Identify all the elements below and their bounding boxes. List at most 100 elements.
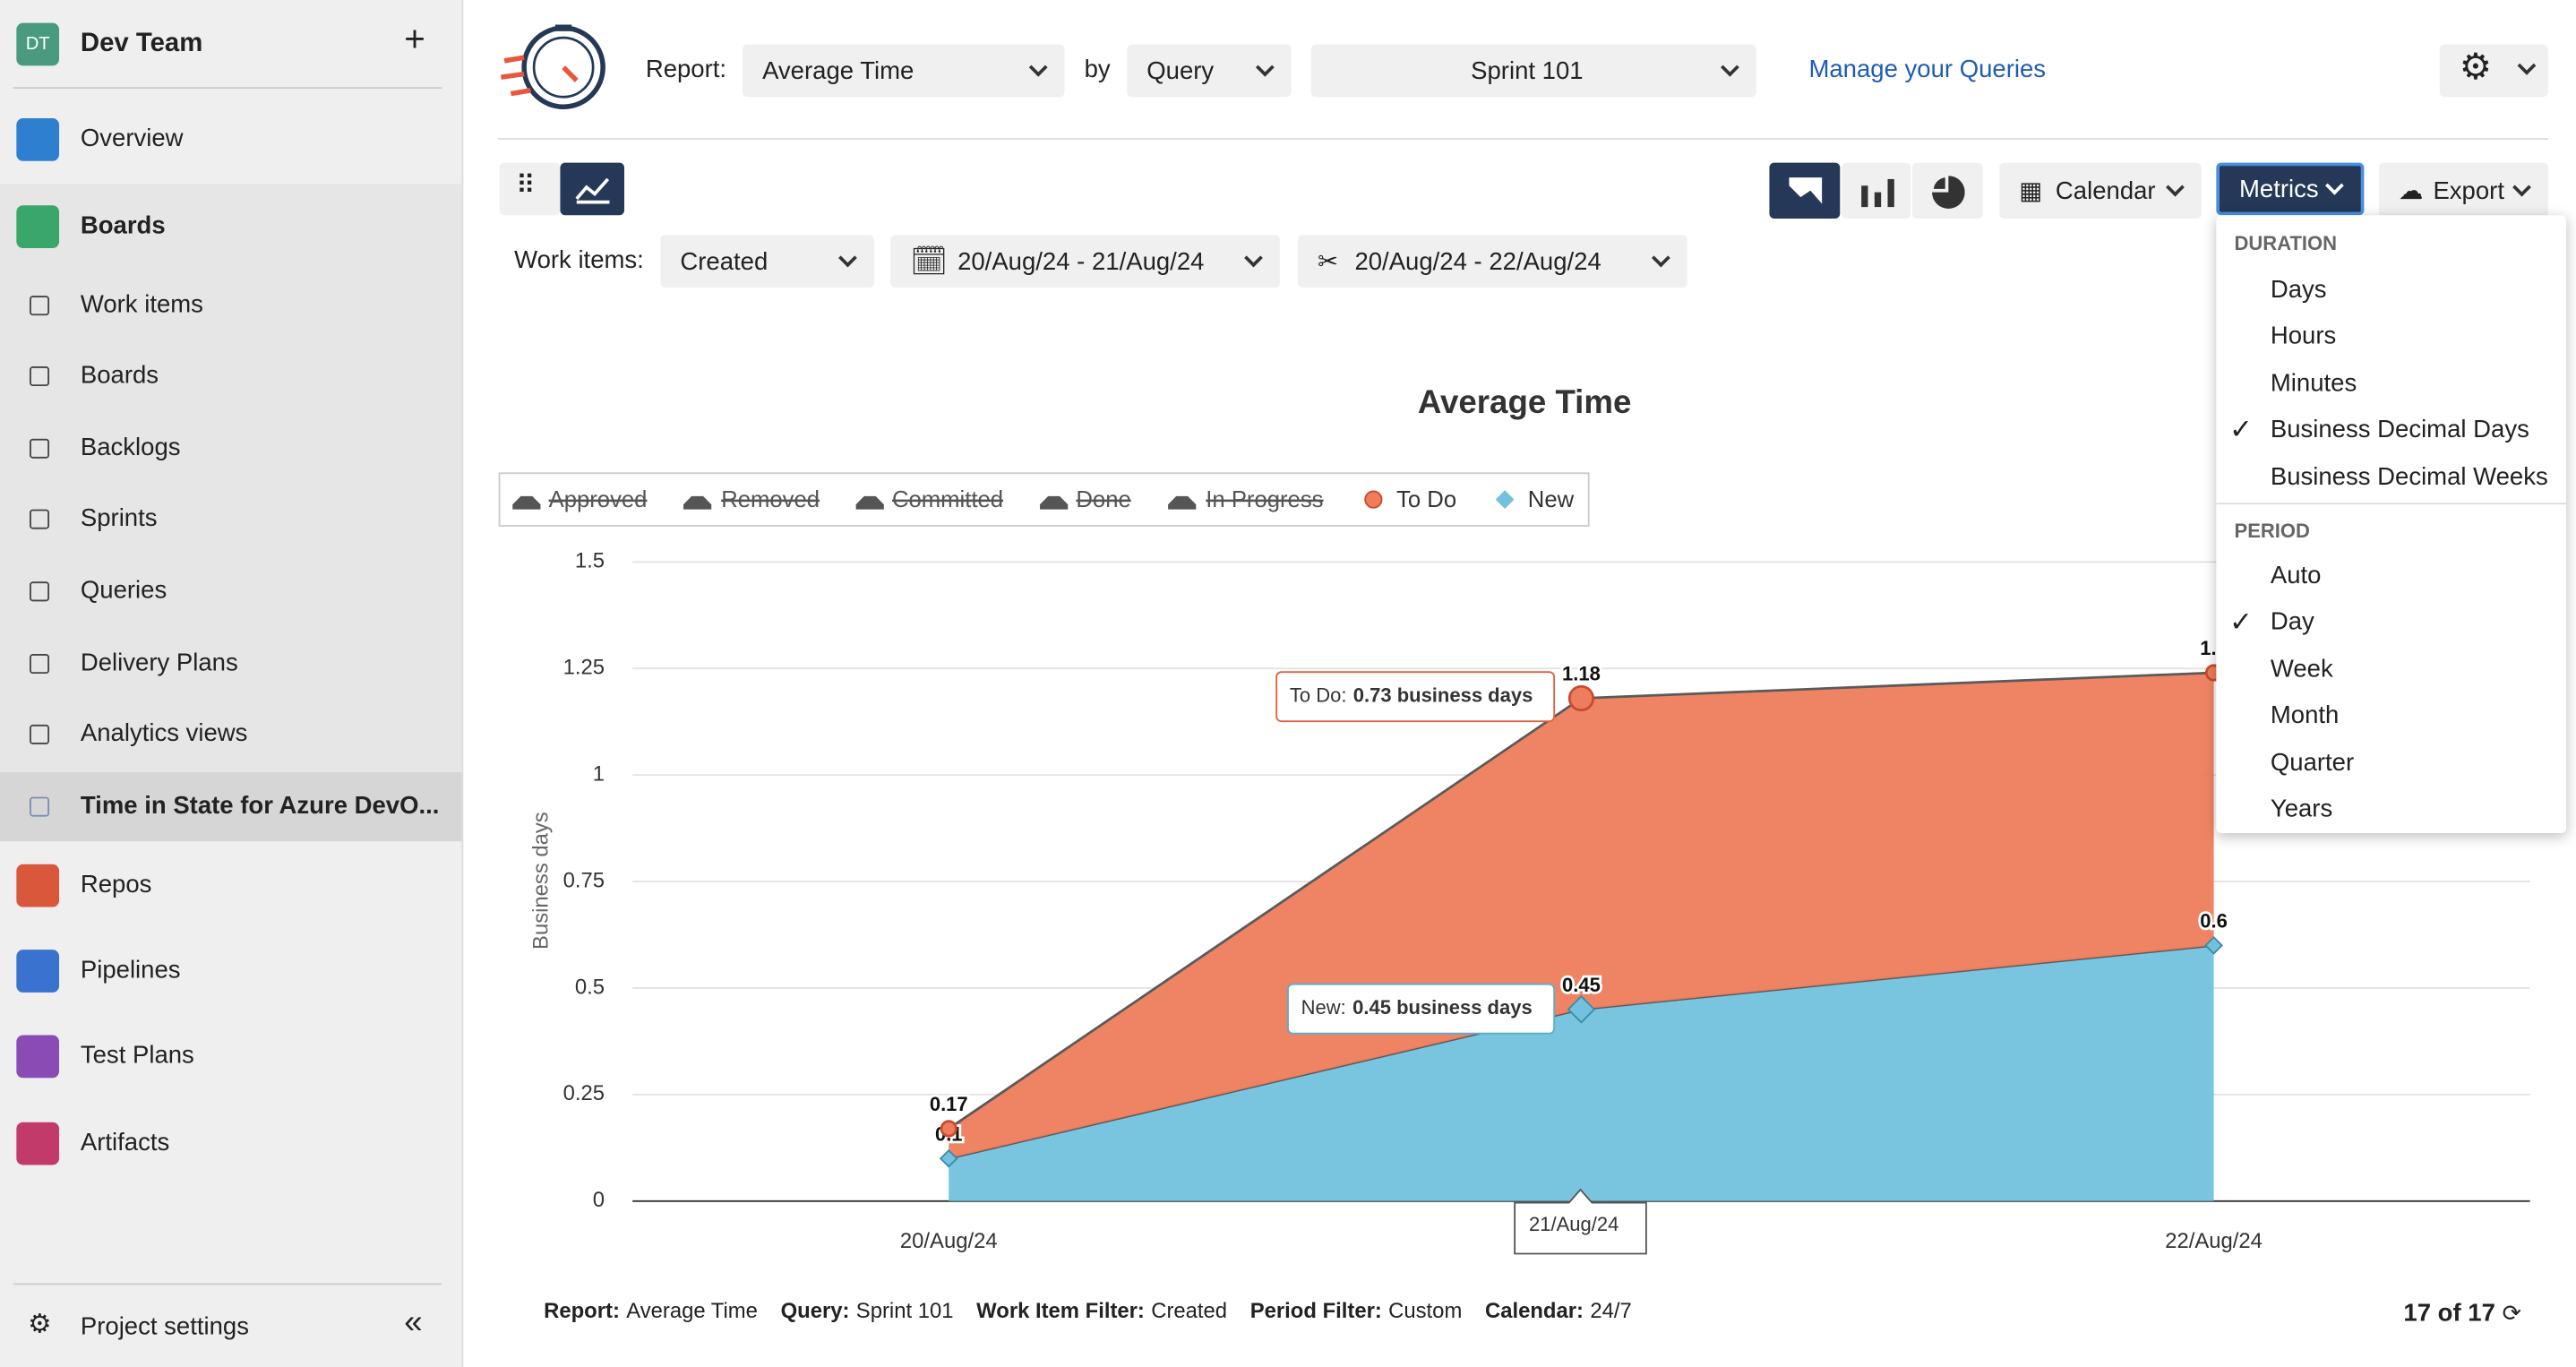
marker [939,1148,958,1168]
legend-item[interactable]: Done [1076,487,1130,512]
y-tick-label: 0 [593,1188,605,1212]
menu-item[interactable]: Day [2270,608,2314,637]
export-label: Export [2433,176,2504,205]
nav-item[interactable]: Sprints [80,504,158,533]
menu-item[interactable]: Month [2270,701,2340,730]
nav-item[interactable]: Test Plans [80,1041,194,1070]
avatar: DT [16,22,60,66]
bar-chart-button[interactable] [1842,162,1911,219]
metrics-menu: DURATION PERIOD Days Hours Minutes ✓ Busines… [2216,215,2567,833]
add-button[interactable]: + [404,18,425,60]
legend-item[interactable]: To Do [1396,487,1456,512]
report-select[interactable]: Average Time [743,44,1065,98]
area-chart-button[interactable] [1769,162,1841,219]
grid-view-button[interactable]: ⠿ [499,162,561,216]
sidebar: DT Dev Team + Overview Boards Work items Bo… [0,0,464,1367]
y-tick-label: 1.25 [563,656,605,680]
footer-value: 24/7 [1590,1298,1632,1323]
footer-value: Custom [1388,1298,1463,1323]
footer-item: Period Filter: Custom [1250,1298,1463,1324]
settings-icon: ⚙ [28,1311,52,1339]
report-label: Report: [645,56,727,84]
menu-item[interactable]: Hours [2270,322,2337,351]
collapse-button[interactable]: « [404,1304,423,1341]
x-tooltip-text: 21/Aug/24 [1529,1213,1619,1235]
logo [501,24,605,109]
manage-link[interactable]: Manage your Queries [1808,56,2047,84]
query-value: Query [1146,56,1215,85]
nav-icon [30,509,50,529]
nav-item[interactable]: Pipelines [80,956,181,984]
menu-item[interactable]: Business Decimal Days [2270,416,2529,444]
chart-view-button[interactable] [560,162,624,216]
calendar-select[interactable]: ▦ Calendar [1999,162,2202,219]
y-tick-label: 1 [593,761,605,786]
nav-icon [16,1122,60,1165]
nav-item[interactable]: Boards [80,361,159,390]
tooltip-text: New: 0.45 business days [1301,996,1533,1019]
data-label: 0.17 [930,1093,968,1115]
menu-item[interactable]: Quarter [2270,748,2355,777]
team-name[interactable]: Dev Team [80,30,203,58]
nav-item[interactable]: Time in State for Azure DevO... [80,792,440,821]
marker [940,1120,957,1138]
menu-item[interactable]: Days [2270,276,2327,305]
divider [497,138,2548,140]
work-items-select[interactable]: Created [660,235,874,288]
footer-key: Report: [544,1298,620,1323]
divider [13,87,442,90]
nav-item[interactable]: Repos [80,871,152,899]
check-mark: ✓ [2229,414,2254,446]
legend-item[interactable]: In Progress [1206,487,1323,512]
nav-item[interactable]: Backlogs [80,434,181,462]
count: 17 of 17 ⟳ [2403,1299,2522,1328]
nav-item[interactable]: Queries [80,576,167,605]
legend-box [498,472,1590,527]
sprint-value: Sprint 101 [1471,56,1584,85]
nav-icon [16,205,60,248]
x-tick-label: 22/Aug/24 [2165,1229,2263,1253]
legend-icon [512,495,541,510]
export-button[interactable]: ☁ Export [2378,162,2548,219]
legend-item[interactable]: Removed [721,487,820,512]
work-items-value: Created [680,247,769,276]
nav-icon [30,724,50,744]
tooltip-label: To Do: [1290,684,1347,707]
metrics-button[interactable]: Metrics [2216,162,2365,216]
calendar-value: Calendar [2055,176,2156,205]
menu-item[interactable]: Minutes [2270,369,2357,398]
query-select[interactable]: Query [1127,44,1292,98]
date-range-2[interactable]: ✂ 20/Aug/24 - 22/Aug/24 [1298,235,1687,288]
legend-item[interactable]: Approved [549,487,648,512]
nav-icon [16,864,60,907]
nav-item[interactable]: Analytics views [80,719,248,748]
menu-item[interactable]: Week [2270,655,2333,684]
menu-item[interactable]: Auto [2270,562,2322,590]
legend-item[interactable]: New [1528,487,1575,512]
nav-item[interactable]: Work items [80,290,203,319]
project-settings[interactable]: Project settings [80,1312,249,1341]
menu-header: PERIOD [2234,519,2310,543]
menu-item[interactable]: Business Decimal Weeks [2270,462,2548,491]
pie-chart-button[interactable] [1912,162,1983,219]
area [949,945,2214,1201]
legend-icon [683,495,712,510]
nav-icon [16,1035,60,1079]
divider [13,1283,442,1285]
nav-icon [30,366,50,387]
sprint-select[interactable]: Sprint 101 [1310,44,1756,98]
legend-icon [1168,495,1197,510]
check-mark: ✓ [2229,606,2254,639]
settings-button[interactable]: ⚙ [2439,44,2548,98]
footer-item: Report: Average Time [544,1298,758,1324]
date-range-1[interactable]: 🗓 20/Aug/24 - 21/Aug/24 [890,235,1280,288]
nav-item[interactable]: Artifacts [80,1129,170,1157]
nav-item[interactable]: Overview [80,125,184,153]
nav-item[interactable]: Delivery Plans [80,649,238,677]
legend-item[interactable]: Committed [892,487,1003,512]
legend-icon [1040,495,1069,510]
nav-item[interactable]: Boards [80,211,166,240]
menu-item[interactable]: Years [2270,795,2333,823]
chart-title: Average Time [1418,383,1632,420]
